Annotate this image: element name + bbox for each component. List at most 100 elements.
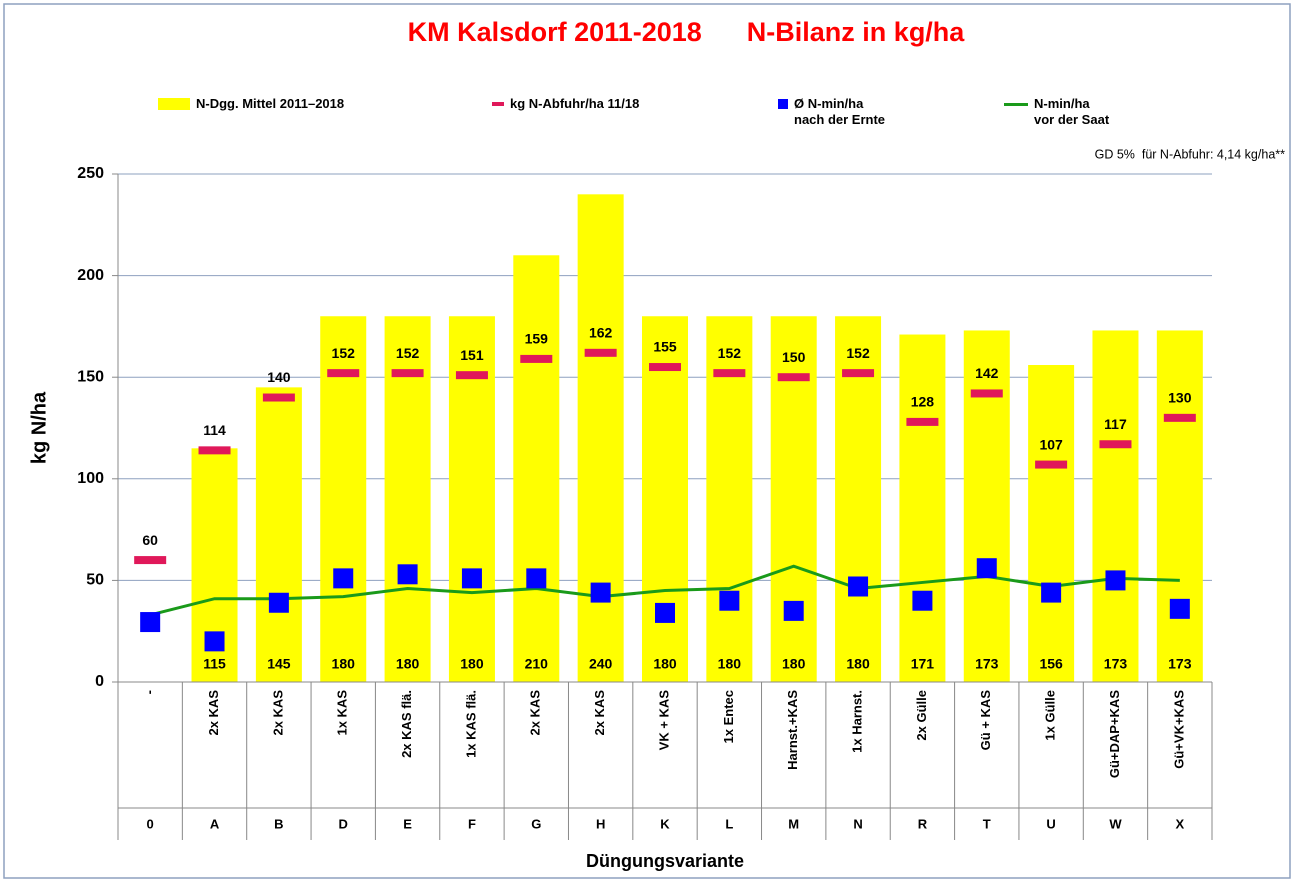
bar-value-label: 173 xyxy=(975,656,999,672)
x-tick-label: G xyxy=(531,816,541,831)
bar-value-label: 173 xyxy=(1104,656,1128,672)
removal-marker xyxy=(1099,440,1132,449)
legend-item: N-Dgg. Mittel 2011–2018 xyxy=(158,96,344,112)
bar xyxy=(320,316,367,682)
removal-marker xyxy=(134,556,167,565)
removal-marker xyxy=(842,369,875,378)
y-tick-label: 200 xyxy=(77,267,104,284)
bar xyxy=(642,316,688,682)
category-name: 2x Gülle xyxy=(914,690,929,741)
removal-marker xyxy=(906,417,939,426)
bar xyxy=(1156,330,1203,682)
x-tick-label: N xyxy=(853,816,862,831)
category-name: 1x Harnst. xyxy=(849,690,864,753)
nmin-marker xyxy=(590,582,611,603)
category-name: 1x KAS flä. xyxy=(463,690,478,758)
bar-value-label: 180 xyxy=(396,656,420,672)
nmin-marker xyxy=(1169,598,1190,619)
bar-value-label: 180 xyxy=(460,656,484,672)
category-name: 1x Gülle xyxy=(1043,690,1058,741)
bar-value-label: 171 xyxy=(911,656,935,672)
bar-value-label: 173 xyxy=(1168,656,1192,672)
removal-value-label: 155 xyxy=(653,339,677,355)
nmin-marker xyxy=(461,568,482,589)
nmin-marker xyxy=(783,600,804,621)
legend-item: N-min/ha vor der Saat xyxy=(996,96,1109,128)
bar-value-label: 240 xyxy=(589,656,613,672)
x-tick-label: D xyxy=(339,816,348,831)
removal-marker xyxy=(327,369,360,378)
bar-value-label: 180 xyxy=(718,656,742,672)
bar-value-label: 145 xyxy=(267,656,291,672)
legend-label: kg N-Abfuhr/ha 11/18 xyxy=(510,96,640,111)
legend-item: kg N-Abfuhr/ha 11/18 xyxy=(484,96,639,112)
x-tick-label: H xyxy=(596,816,605,831)
bar-value-label: 115 xyxy=(203,656,226,672)
bar-value-label: 210 xyxy=(525,656,549,672)
category-name: - xyxy=(142,690,157,694)
bar-value-label: 180 xyxy=(846,656,870,672)
category-name: Gü + KAS xyxy=(978,690,993,751)
nmin-marker xyxy=(912,590,933,611)
x-tick-label: W xyxy=(1109,816,1122,831)
legend-swatch xyxy=(158,98,190,110)
category-name: 2x KAS xyxy=(206,690,221,736)
bar xyxy=(963,330,1010,682)
removal-value-label: 152 xyxy=(332,345,356,361)
x-tick-label: T xyxy=(983,816,991,831)
bar xyxy=(1092,330,1139,682)
nmin-marker xyxy=(1105,570,1126,591)
x-tick-label: L xyxy=(725,816,733,831)
annotation: GD 5% für N-Abfuhr: 4,14 kg/ha** xyxy=(1095,147,1286,161)
x-tick-label: A xyxy=(210,816,220,831)
x-axis-label: Düngungsvariante xyxy=(586,851,744,871)
x-tick-label: R xyxy=(918,816,928,831)
removal-value-label: 151 xyxy=(460,347,484,363)
category-name: 2x KAS xyxy=(592,690,607,736)
nmin-marker xyxy=(848,576,869,597)
removal-value-label: 60 xyxy=(142,532,158,548)
x-tick-label: F xyxy=(468,816,476,831)
category-name: Gü+VK+KAS xyxy=(1171,690,1186,769)
legend-swatch xyxy=(1004,103,1028,106)
removal-marker xyxy=(391,369,424,378)
removal-value-label: 152 xyxy=(396,345,420,361)
category-name: 2x KAS flä. xyxy=(399,690,414,758)
y-tick-label: 0 xyxy=(95,673,104,690)
legend-swatch xyxy=(778,99,788,109)
nmin-marker xyxy=(719,590,740,611)
removal-value-label: 152 xyxy=(846,345,870,361)
legend-label: Ø N-min/ha nach der Ernte xyxy=(794,96,886,127)
removal-marker xyxy=(1163,413,1196,422)
category-name: Gü+DAP+KAS xyxy=(1107,690,1122,778)
bar-value-label: 180 xyxy=(782,656,806,672)
removal-marker xyxy=(455,371,488,380)
bar xyxy=(384,316,431,682)
bar xyxy=(899,334,946,682)
legend-item: Ø N-min/ha nach der Ernte xyxy=(770,96,885,128)
y-tick-label: 150 xyxy=(77,368,104,385)
x-tick-label: X xyxy=(1175,816,1184,831)
removal-marker xyxy=(584,348,617,357)
legend-label: N-Dgg. Mittel 2011–2018 xyxy=(196,96,345,111)
x-tick-label: B xyxy=(274,816,283,831)
nmin-marker xyxy=(526,568,547,589)
chart-title: KM Kalsdorf 2011-2018 N-Bilanz in kg/ha xyxy=(408,17,966,47)
removal-value-label: 162 xyxy=(589,325,613,341)
removal-marker xyxy=(777,373,810,382)
bar-value-label: 180 xyxy=(332,656,356,672)
category-name: 2x KAS xyxy=(270,690,285,736)
bar xyxy=(835,316,882,682)
nmin-marker xyxy=(397,564,418,585)
removal-value-label: 142 xyxy=(975,365,999,381)
x-tick-label: 0 xyxy=(147,816,154,831)
y-tick-label: 100 xyxy=(77,470,104,487)
bar xyxy=(1028,365,1075,682)
nmin-marker xyxy=(655,602,675,623)
removal-marker xyxy=(649,363,681,372)
category-name: 1x Entec xyxy=(721,690,736,743)
removal-value-label: 107 xyxy=(1039,436,1063,452)
x-tick-label: M xyxy=(788,816,799,831)
nmin-marker xyxy=(268,592,289,613)
